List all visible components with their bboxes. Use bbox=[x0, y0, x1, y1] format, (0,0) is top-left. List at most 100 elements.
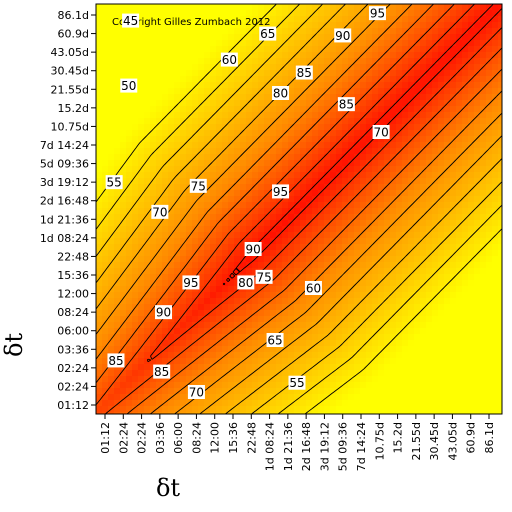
heatmap-cell bbox=[258, 58, 265, 65]
heatmap-cell bbox=[366, 202, 373, 209]
heatmap-cell bbox=[228, 40, 235, 47]
heatmap-cell bbox=[156, 70, 163, 77]
heatmap-cell bbox=[192, 346, 199, 353]
heatmap-cell bbox=[336, 370, 343, 377]
heatmap-cell bbox=[222, 130, 229, 137]
heatmap-cell bbox=[246, 394, 253, 401]
heatmap-cell bbox=[138, 22, 145, 29]
heatmap-cell bbox=[168, 64, 175, 71]
heatmap-cell bbox=[132, 112, 139, 119]
heatmap-cell bbox=[468, 334, 475, 341]
heatmap-cell bbox=[480, 136, 487, 143]
heatmap-cell bbox=[126, 400, 133, 407]
heatmap-cell bbox=[318, 94, 325, 101]
heatmap-cell bbox=[120, 106, 127, 113]
heatmap-cell bbox=[264, 382, 271, 389]
heatmap-cell bbox=[132, 316, 139, 323]
heatmap-cell bbox=[168, 148, 175, 155]
heatmap-cell bbox=[444, 322, 451, 329]
heatmap-cell bbox=[96, 394, 103, 401]
heatmap-cell bbox=[162, 196, 169, 203]
heatmap-cell bbox=[270, 58, 277, 65]
heatmap-cell bbox=[294, 340, 301, 347]
heatmap-cell bbox=[270, 274, 277, 281]
heatmap-cell bbox=[180, 70, 187, 77]
heatmap-cell bbox=[258, 190, 265, 197]
heatmap-cell bbox=[486, 346, 493, 353]
heatmap-cell bbox=[420, 142, 427, 149]
heatmap-cell bbox=[240, 250, 247, 257]
heatmap-cell bbox=[306, 88, 313, 95]
heatmap-cell bbox=[390, 256, 397, 263]
heatmap-cell bbox=[456, 94, 463, 101]
heatmap-cell bbox=[348, 358, 355, 365]
heatmap-cell bbox=[204, 46, 211, 53]
heatmap-cell bbox=[204, 298, 211, 305]
heatmap-cell bbox=[288, 52, 295, 59]
heatmap-cell bbox=[408, 268, 415, 275]
heatmap-cell bbox=[366, 262, 373, 269]
heatmap-cell bbox=[318, 130, 325, 137]
heatmap-cell bbox=[462, 346, 469, 353]
heatmap-cell bbox=[450, 28, 457, 35]
heatmap-cell bbox=[234, 292, 241, 299]
heatmap-cell bbox=[294, 226, 301, 233]
heatmap-cell bbox=[150, 322, 157, 329]
heatmap-cell bbox=[486, 322, 493, 329]
heatmap-cell bbox=[204, 322, 211, 329]
heatmap-cell bbox=[282, 226, 289, 233]
heatmap-cell bbox=[120, 178, 127, 185]
heatmap-cell bbox=[288, 178, 295, 185]
heatmap-cell bbox=[450, 178, 457, 185]
heatmap-cell bbox=[324, 88, 331, 95]
heatmap-cell bbox=[354, 238, 361, 245]
heatmap-cell bbox=[402, 250, 409, 257]
heatmap-cell bbox=[216, 358, 223, 365]
heatmap-cell bbox=[228, 100, 235, 107]
heatmap-cell bbox=[234, 46, 241, 53]
heatmap-cell bbox=[258, 406, 265, 413]
heatmap-cell bbox=[474, 124, 481, 131]
y-tick-label: 15:36 bbox=[57, 269, 89, 282]
heatmap-cell bbox=[126, 178, 133, 185]
heatmap-cell bbox=[444, 154, 451, 161]
heatmap-cell bbox=[162, 244, 169, 251]
heatmap-cell bbox=[300, 316, 307, 323]
heatmap-cell bbox=[174, 250, 181, 257]
heatmap-cell bbox=[114, 262, 121, 269]
heatmap-cell bbox=[474, 412, 481, 414]
heatmap-cell bbox=[216, 250, 223, 257]
heatmap-cell bbox=[408, 304, 415, 311]
heatmap-cell bbox=[402, 292, 409, 299]
heatmap-cell bbox=[408, 340, 415, 347]
heatmap-cell bbox=[198, 262, 205, 269]
heatmap-cell bbox=[114, 124, 121, 131]
heatmap-cell bbox=[264, 412, 271, 414]
heatmap-cell bbox=[96, 202, 103, 209]
heatmap-cell bbox=[360, 274, 367, 281]
heatmap-cell bbox=[108, 10, 115, 17]
heatmap-cell bbox=[144, 364, 151, 371]
heatmap-cell bbox=[324, 100, 331, 107]
heatmap-cell bbox=[300, 292, 307, 299]
heatmap-cell bbox=[306, 94, 313, 101]
heatmap-cell bbox=[408, 40, 415, 47]
heatmap-cell bbox=[300, 364, 307, 371]
heatmap-cell bbox=[276, 28, 283, 35]
heatmap-cell bbox=[474, 292, 481, 299]
heatmap-cell bbox=[342, 382, 349, 389]
heatmap-cell bbox=[312, 274, 319, 281]
heatmap-cell bbox=[474, 118, 481, 125]
heatmap-cell bbox=[462, 190, 469, 197]
heatmap-cell bbox=[426, 394, 433, 401]
heatmap-cell bbox=[414, 310, 421, 317]
heatmap-cell bbox=[168, 328, 175, 335]
heatmap-cell bbox=[414, 334, 421, 341]
heatmap-cell bbox=[444, 340, 451, 347]
heatmap-cell bbox=[216, 28, 223, 35]
heatmap-cell bbox=[348, 298, 355, 305]
heatmap-cell bbox=[264, 58, 271, 65]
heatmap-cell bbox=[102, 94, 109, 101]
heatmap-cell bbox=[336, 136, 343, 143]
heatmap-cell bbox=[402, 178, 409, 185]
